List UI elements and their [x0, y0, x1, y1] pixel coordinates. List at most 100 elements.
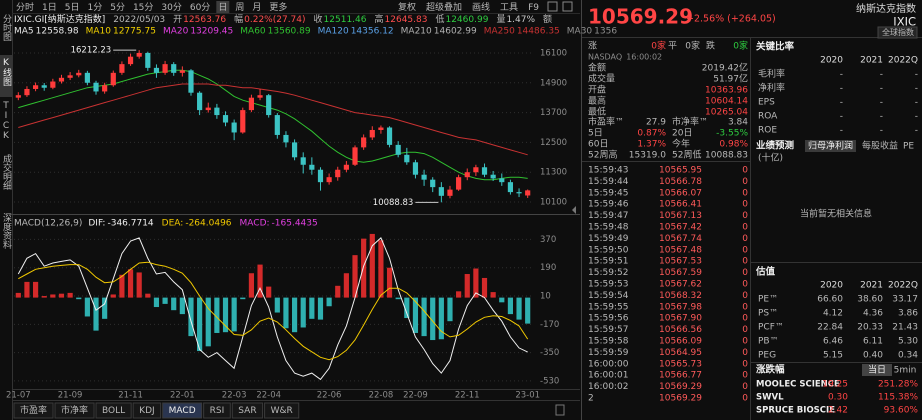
indicator-name: MACD:: [240, 219, 270, 229]
candle-body: [214, 107, 220, 116]
indicator-tab[interactable]: BOLL: [102, 406, 125, 416]
macd-bar: [110, 294, 116, 298]
tick-price: 10567.74: [659, 234, 702, 244]
timeframe-tab[interactable]: 60分: [190, 2, 210, 13]
tick-volume: 0: [742, 188, 748, 198]
timeframe-tab[interactable]: 5日: [65, 2, 80, 13]
candle-body: [473, 167, 479, 173]
forecast-tab[interactable]: 每股收益: [862, 140, 898, 152]
macd-bar: [352, 255, 358, 298]
macd-bar: [179, 297, 185, 315]
indicator-tab[interactable]: MACD: [169, 406, 196, 416]
macd-bar: [205, 297, 211, 347]
mover-name[interactable]: SPRUCE BIOSCIE: [756, 406, 835, 416]
date: 2022/05/03: [113, 15, 165, 25]
tool-button[interactable]: 画线: [472, 1, 490, 13]
tick-volume: 0: [742, 394, 748, 404]
movers-tab[interactable]: 5min: [894, 366, 917, 376]
tick-price: 10567.62: [659, 280, 702, 290]
sidebar-tab[interactable]: TICK: [1, 101, 11, 141]
candle-body: [240, 110, 246, 133]
indicator-tab[interactable]: SAR: [238, 406, 256, 416]
macd-bar: [291, 297, 298, 333]
tick-price: 10567.90: [659, 314, 702, 324]
timeframe-tab[interactable]: 5分: [110, 2, 125, 13]
tick-price: 10566.07: [659, 188, 702, 198]
sidebar-tab[interactable]: 深度资料: [1, 213, 12, 250]
ma-name: MA20: [163, 27, 189, 37]
stat-value: 10604.14: [705, 97, 748, 107]
macd-bar: [222, 297, 229, 333]
stat-label: 52周低: [672, 149, 701, 161]
extreme-label: 16212.23: [71, 46, 112, 56]
collapse-handle[interactable]: [572, 206, 576, 214]
indicator-tab-frame: [132, 402, 162, 419]
tool-button[interactable]: 工具: [500, 2, 518, 13]
timeframe-tab[interactable]: 1分: [87, 2, 102, 13]
ma-value: 14486.35: [517, 27, 560, 37]
indicator-tab[interactable]: 市净率: [61, 404, 88, 416]
active-sidebar-tab: [0, 55, 12, 97]
timeframe-tab[interactable]: 周: [235, 2, 244, 13]
row-value: -: [840, 126, 843, 136]
row-value: -: [840, 98, 843, 108]
window-icon[interactable]: [562, 1, 573, 12]
forecast-tab[interactable]: PE: [903, 142, 914, 152]
macd-bar: [274, 297, 280, 313]
timeframe-tab[interactable]: 30分: [161, 2, 181, 13]
tick-time: 15:59:57: [588, 325, 628, 335]
mover-name[interactable]: SWVL: [756, 393, 784, 403]
sidebar-tab[interactable]: K线图: [1, 58, 12, 87]
active-tab: [216, 1, 230, 13]
timeframe-tab[interactable]: 日: [218, 2, 227, 13]
indicator-tab-frame: [13, 402, 54, 419]
row-value: -: [880, 126, 883, 136]
timeframe-tab[interactable]: 月: [252, 2, 261, 13]
tick-time: 2: [588, 394, 594, 404]
tick-volume: 0: [742, 268, 748, 278]
breadth-label: 跌: [706, 41, 715, 52]
tool-button[interactable]: 超级叠加: [426, 1, 462, 13]
tick-price: 10569.29: [659, 382, 702, 392]
timeframe-tab[interactable]: 1日: [42, 2, 57, 13]
row-value: -: [880, 84, 883, 94]
timeframe-tab[interactable]: 分时: [16, 1, 34, 13]
mover-name[interactable]: MOOLEC SCIENCE: [756, 380, 840, 390]
candle-body: [481, 167, 488, 175]
indicator-tab[interactable]: KDJ: [139, 406, 155, 416]
stat-label: 开盘: [588, 84, 606, 96]
breadth-label: 涨: [588, 41, 597, 52]
tab-menu-icon[interactable]: [555, 404, 565, 416]
forecast-tab[interactable]: 归母净利润: [808, 140, 853, 152]
indicator-tab[interactable]: RSI: [210, 406, 225, 416]
macd-bar: [136, 272, 142, 298]
macd-bar: [188, 297, 194, 337]
tick-price: 10567.48: [659, 245, 702, 255]
tick-time: 15:59:43: [588, 166, 628, 176]
tool-button[interactable]: F9: [528, 3, 539, 13]
year-header: 2020: [820, 56, 843, 66]
tick-volume: 0: [742, 371, 748, 381]
macd-bar: [127, 269, 134, 298]
macd-bar: [309, 297, 315, 319]
quote-time: 16:00:02: [626, 53, 662, 62]
row-value: 0.34: [898, 351, 918, 361]
section-title: 关键比率: [756, 41, 795, 53]
indicator-tab[interactable]: W&R: [271, 406, 293, 416]
indicator-name: DEA:: [162, 219, 184, 229]
movers-tab[interactable]: 当日: [868, 364, 886, 376]
tick-time: 16:00:01: [588, 371, 628, 381]
indicator-tab[interactable]: 市盈率: [20, 404, 47, 416]
sidebar-tab[interactable]: 成交明细: [1, 153, 12, 190]
macd-bar: [378, 240, 384, 298]
timeframe-tab[interactable]: 15分: [133, 2, 153, 13]
sidebar-tab[interactable]: 分时图: [1, 14, 12, 42]
timeframe-tab[interactable]: 更多: [269, 1, 287, 13]
settings-icon[interactable]: [547, 1, 558, 12]
global-index-button[interactable]: 全球指数: [882, 27, 914, 37]
macd-bar: [361, 238, 367, 298]
ma-name: MA5: [14, 27, 34, 37]
macd-bar: [473, 268, 479, 298]
tool-button[interactable]: 复权: [398, 1, 416, 13]
